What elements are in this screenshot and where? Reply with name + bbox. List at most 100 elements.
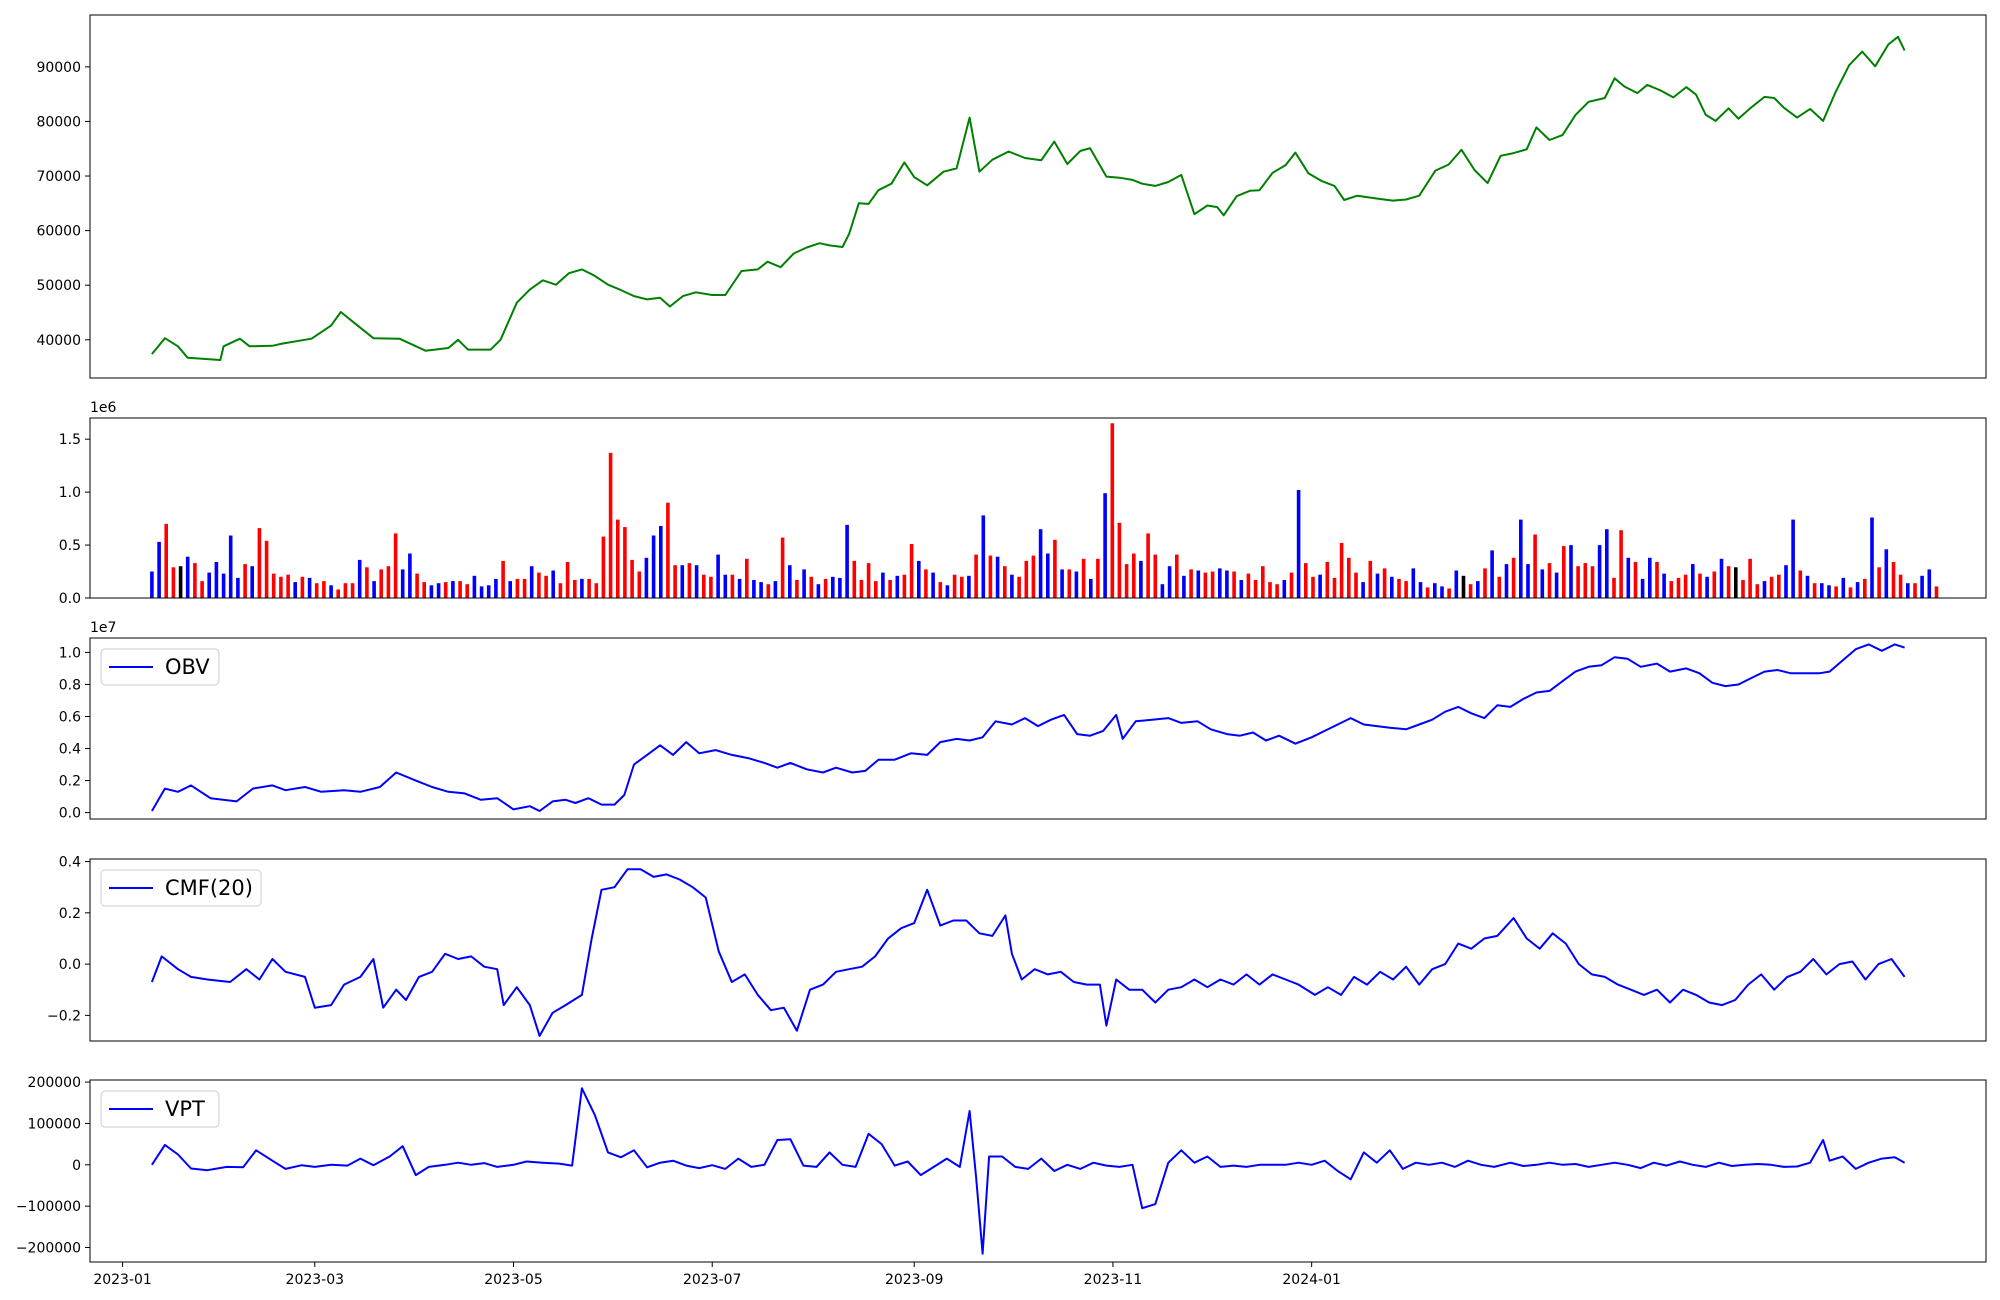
volume-bar [565, 562, 570, 598]
volume-bar [608, 452, 613, 598]
volume-bar [451, 581, 455, 598]
volume-bar [1038, 529, 1043, 598]
legend-label: VPT [165, 1097, 205, 1121]
volume-bar [214, 562, 219, 598]
volume-bar [1067, 569, 1072, 598]
legend-label: OBV [165, 655, 210, 679]
volume-bar [1526, 564, 1530, 598]
y-tick-label: 0.4 [59, 855, 81, 871]
volume-bar [443, 582, 448, 598]
volume-bar [1053, 539, 1057, 598]
volume-bar [931, 572, 935, 598]
volume-bar [644, 557, 649, 598]
volume-bar [1289, 572, 1294, 598]
panel-frame [89, 1079, 1987, 1263]
panel-frame [89, 637, 1987, 820]
volume-bar [286, 574, 290, 598]
volume-bar [1124, 564, 1129, 598]
volume-bar [171, 567, 176, 598]
volume-bar [1275, 584, 1279, 598]
volume-bar [1253, 580, 1258, 598]
volume-bar [508, 581, 512, 598]
y-tick-label: 0.2 [59, 774, 81, 790]
panel-vpt: −200000 −100000 0 100000 200000 VPT [16, 1075, 1987, 1263]
volume-bar [200, 581, 204, 598]
volume-bar [1347, 557, 1351, 598]
volume-bar [1425, 587, 1430, 598]
volume-bar [902, 574, 907, 598]
volume-bar [1540, 569, 1545, 598]
volume-bar [1483, 568, 1487, 598]
volume-bar [1655, 562, 1659, 598]
x-tick-label: 2023-09 [885, 1272, 944, 1288]
volume-bar [1160, 584, 1165, 598]
x-tick-label: 2023-01 [93, 1272, 152, 1288]
volume-bar [909, 544, 914, 598]
volume-bar [1239, 580, 1244, 598]
volume-bar [300, 576, 305, 598]
volume-bar [1576, 566, 1580, 598]
volume-bar [1769, 576, 1774, 598]
y-tick-label: −0.2 [47, 1008, 81, 1024]
series-line-cmf-20 [150, 868, 1906, 1037]
volume-bar [1662, 573, 1666, 598]
volume-bar [1511, 557, 1516, 598]
y-tick-label: 60000 [36, 224, 81, 240]
y-tick-label: 1.0 [59, 645, 81, 661]
volume-bar [157, 541, 161, 598]
volume-bar [895, 575, 900, 598]
volume-bar [1411, 568, 1416, 598]
volume-bar [766, 584, 771, 598]
volume-bar [228, 535, 233, 598]
volume-bar [1777, 574, 1781, 598]
y-tick-label: 100000 [28, 1116, 81, 1132]
shared-x-axis: 2023-01 2023-03 2023-05 2023-07 2023-09 2023-… [93, 1262, 1341, 1288]
panel-obv: 0.0 0.2 0.4 0.6 0.8 1.0 1e7 OBV [59, 620, 1987, 822]
volume-bar [1906, 583, 1910, 598]
volume-bar [823, 578, 828, 598]
volume-bar [393, 533, 398, 598]
y-tick-label: 0.0 [59, 591, 81, 607]
legend-obv: OBV [100, 648, 220, 686]
y-tick-label: 0.2 [59, 906, 81, 922]
volume-bar [1755, 584, 1760, 598]
volume-bar [1189, 569, 1193, 598]
volume-bar [1196, 570, 1201, 598]
volume-bar [1318, 574, 1322, 598]
volume-bar [1734, 567, 1738, 598]
volume-bar [1698, 573, 1702, 598]
volume-bar [1060, 569, 1064, 598]
volume-bar [1261, 566, 1265, 598]
volume-bar [673, 565, 677, 598]
volume-bar [745, 558, 749, 598]
y-tick-label: 0.4 [59, 742, 81, 758]
x-tick-label: 2023-11 [1084, 1272, 1143, 1288]
volume-bar [1311, 576, 1315, 598]
volume-bar [522, 578, 527, 598]
volume-bar [1855, 582, 1860, 598]
volume-bar [307, 577, 312, 598]
volume-bar [1296, 490, 1301, 598]
y-tick-label: 90000 [36, 60, 81, 76]
volume-bar [1003, 566, 1007, 598]
volume-bar [486, 585, 491, 598]
series-price [151, 35, 1906, 361]
volume-bar [630, 559, 634, 598]
volume-bar [415, 573, 419, 598]
volume-bar [780, 537, 785, 598]
volume-bar [279, 576, 283, 598]
volume-bar [1282, 580, 1287, 598]
legend-box [100, 869, 262, 907]
volume-bar [1798, 570, 1803, 598]
volume-bar [1640, 578, 1645, 598]
volume-bar [737, 578, 742, 598]
volume-bar [967, 575, 971, 598]
panel-frame [89, 417, 1987, 599]
volume-bar [1081, 558, 1086, 598]
volume-bar [1705, 576, 1709, 598]
volume-bar [1683, 574, 1688, 598]
y-offset-label: 1e7 [90, 620, 116, 636]
volume-bar [271, 573, 276, 598]
